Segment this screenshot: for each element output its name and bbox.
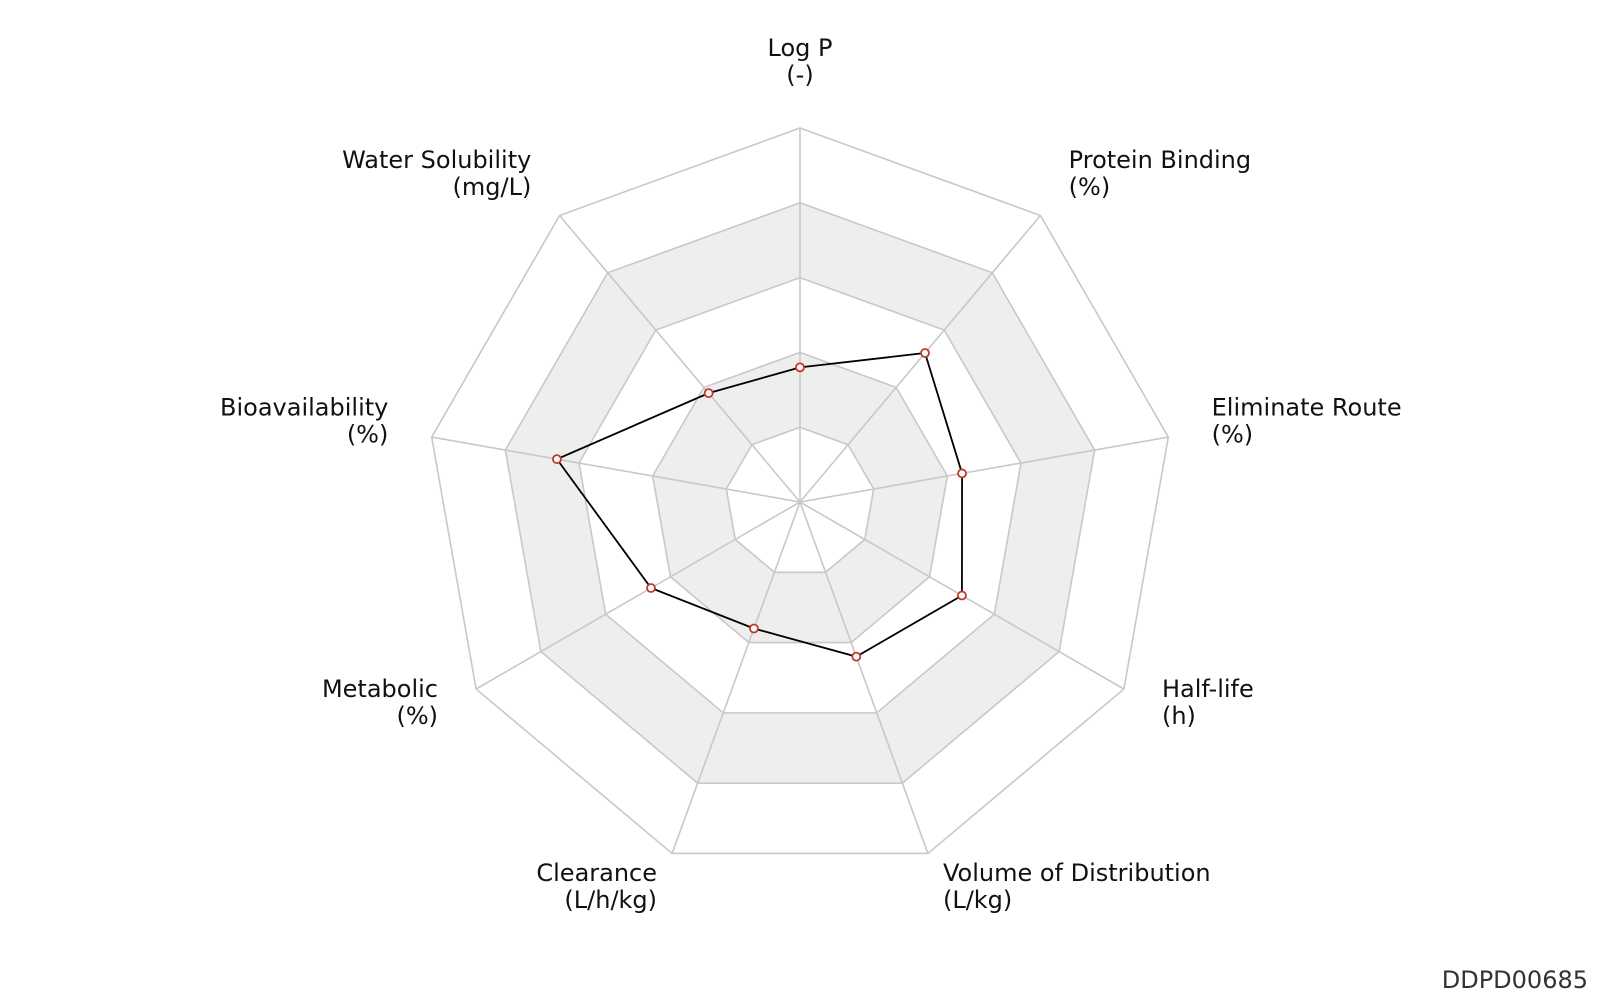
radar-point-3 <box>957 590 967 601</box>
radar-spoke-5 <box>671 501 801 854</box>
axis-label-1: Protein Binding (%) <box>1069 146 1251 201</box>
radar-point-6 <box>646 583 656 593</box>
axis-label-8: Water Solubility (mg/L) <box>342 146 531 201</box>
radar-spoke-6 <box>475 501 801 690</box>
axis-unit-1: (%) <box>1069 173 1111 201</box>
radar-series-line <box>555 352 963 658</box>
axis-label-6: Metabolic (%) <box>322 675 438 730</box>
axis-unit-6: (%) <box>396 702 438 730</box>
axis-label-3: Half-life (h) <box>1162 675 1254 730</box>
radar-axis-labels: Log P (-)Protein Binding (%)Eliminate Rout… <box>220 34 1402 914</box>
axis-name-4: Volume of Distribution <box>943 859 1211 887</box>
axis-name-6: Metabolic <box>322 675 438 703</box>
radar-point-8 <box>703 388 714 399</box>
radar-spoke-4 <box>799 501 929 854</box>
axis-label-2: Eliminate Route (%) <box>1212 393 1402 448</box>
radar-ring-5 <box>430 127 1170 855</box>
axis-name-7: Bioavailability <box>220 393 388 421</box>
radar-grid-rings <box>430 127 1170 855</box>
radar-ring-2 <box>651 351 949 644</box>
radar-spoke-7 <box>431 436 801 503</box>
axis-name-3: Half-life <box>1162 675 1254 703</box>
radar-spoke-1 <box>799 214 1042 503</box>
axis-unit-8: (mg/L) <box>453 173 532 201</box>
axis-name-1: Protein Binding <box>1069 146 1251 174</box>
axis-unit-7: (%) <box>347 420 389 448</box>
axis-name-8: Water Solubility <box>342 146 531 174</box>
axis-name-2: Eliminate Route <box>1212 393 1402 421</box>
radar-series <box>552 348 967 662</box>
radar-spokes <box>431 128 1169 854</box>
radar-ring-3 <box>578 276 1022 714</box>
axis-label-0: Log P (-) <box>768 34 833 89</box>
axis-label-4: Volume of Distribution (L/kg) <box>943 859 1211 914</box>
watermark-id: DDPD00685 <box>1441 966 1588 994</box>
axis-unit-4: (L/kg) <box>943 886 1012 914</box>
radar-point-1 <box>920 348 930 358</box>
radar-point-2 <box>957 468 967 479</box>
axis-unit-2: (%) <box>1212 420 1254 448</box>
axis-name-5: Clearance <box>536 859 657 887</box>
axis-label-5: Clearance (L/h/kg) <box>536 859 657 914</box>
radar-point-7 <box>552 454 562 465</box>
radar-spoke-8 <box>558 214 801 503</box>
radar-point-5 <box>749 623 759 634</box>
radar-point-0 <box>795 362 805 373</box>
radar-ring-1 <box>725 426 875 574</box>
radar-spoke-2 <box>799 436 1169 503</box>
radar-point-4 <box>851 651 862 662</box>
axis-label-7: Bioavailability (%) <box>220 393 388 448</box>
axis-unit-5: (L/h/kg) <box>564 886 657 914</box>
axis-unit-0: (-) <box>786 61 813 89</box>
axis-name-0: Log P <box>768 34 833 62</box>
radar-ring-4 <box>504 201 1096 784</box>
axis-unit-3: (h) <box>1162 702 1196 730</box>
